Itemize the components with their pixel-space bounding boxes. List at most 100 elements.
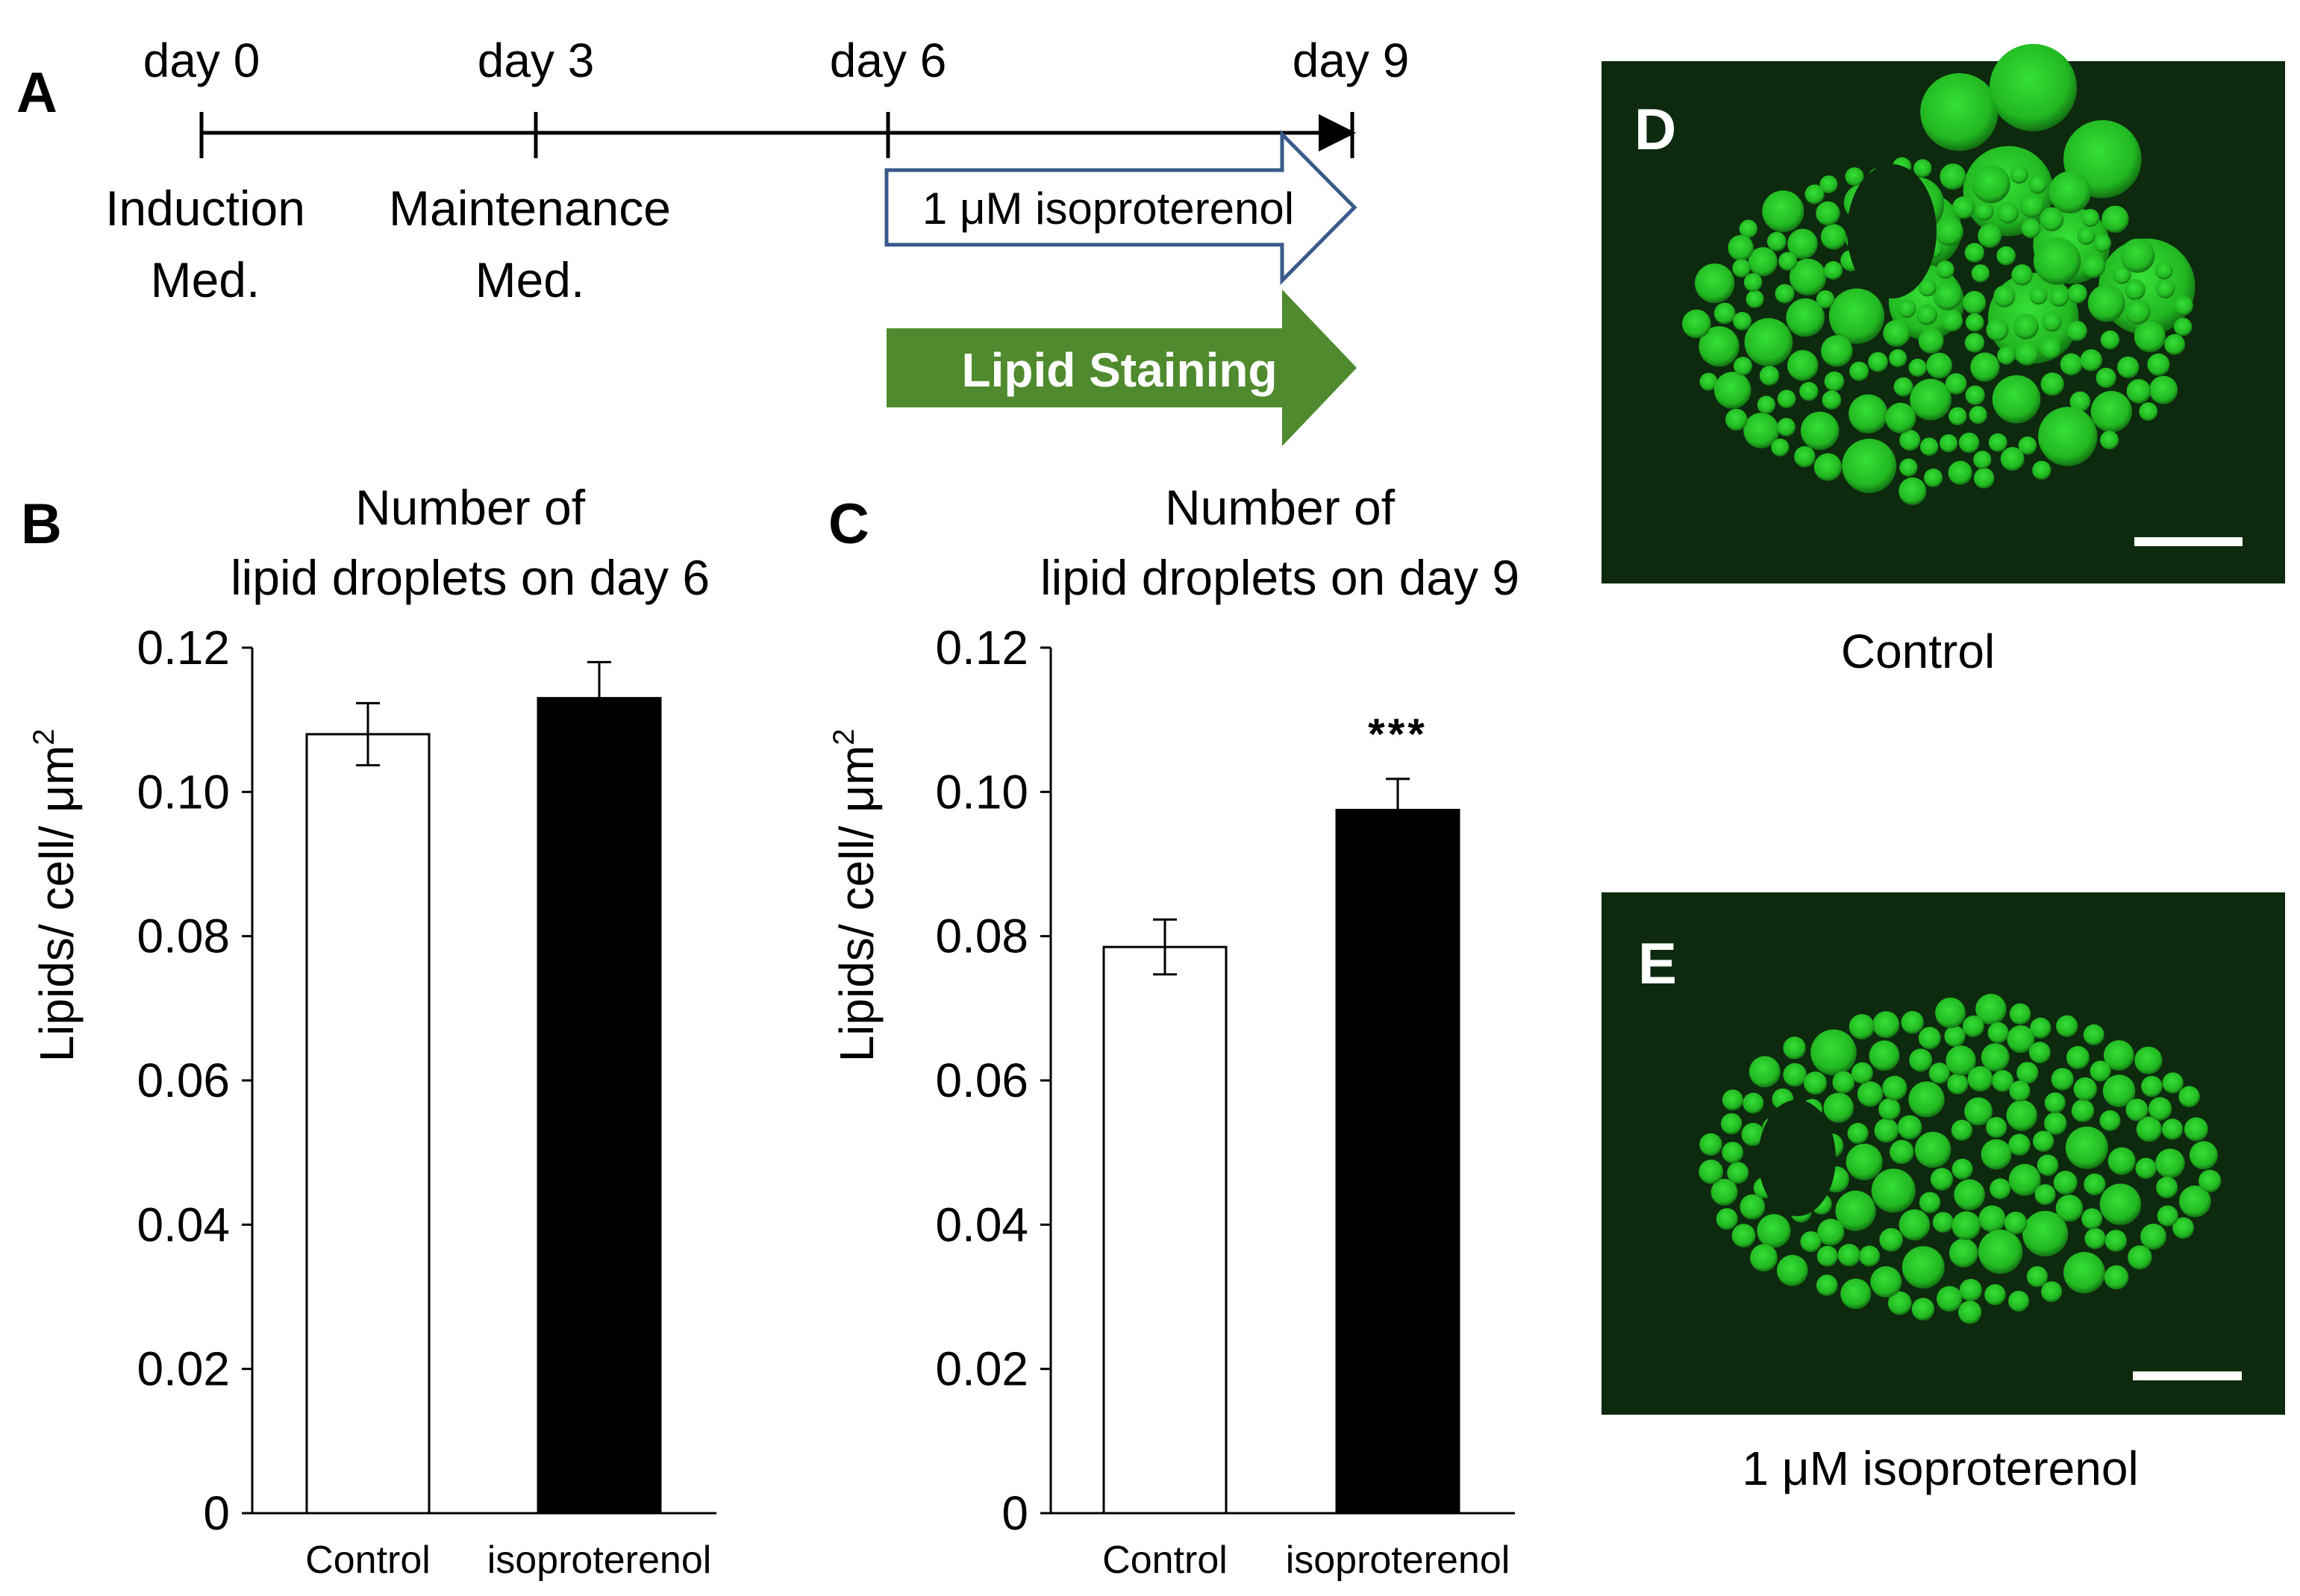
treated-droplet [2034,1184,2056,1205]
treated-droplet [1879,1227,1903,1252]
control-droplet [2113,266,2131,284]
treated-droplet [2084,1227,2106,1250]
chart-day9-y-tick-label: 0.12 [935,621,1028,675]
control-droplet [1777,389,1796,408]
treated-droplet [1869,1040,1900,1071]
treated-droplet [2081,1208,2103,1230]
control-droplet [1972,165,2010,204]
control-droplet [1958,432,1980,454]
control-droplet [1744,318,1793,367]
treated-droplet [1776,1254,1808,1286]
treated-droplet [1978,1205,2006,1233]
control-droplet [1824,371,1845,392]
treated-droplet [2044,1112,2067,1135]
control-droplet [2096,367,2116,388]
treated-droplet [1804,1071,1827,1095]
treated-droplet [2128,1245,2152,1270]
treated-droplet [1859,1245,1881,1267]
control-droplet [2154,261,2173,280]
chart-day6-category-label: isoproterenol [487,1539,712,1582]
treated-droplet [1951,1158,1973,1180]
treated-droplet [1981,1043,2010,1071]
control-droplet [1821,335,1853,367]
treated-droplet [2029,1042,2051,1064]
treated-droplet [1874,1118,1899,1143]
chart-day6-y-axis-label: Lipids/ cell/ μm2 [28,729,84,1063]
treated-droplet [2099,1110,2121,1131]
treated-droplet [2056,1015,2078,1037]
panel-letter-b: B [21,492,62,556]
treated-droplet [1810,1029,1857,1076]
treated-droplet [2055,1195,2084,1222]
treated-droplet [1990,1178,2011,1200]
treated-droplet [1846,1143,1883,1180]
staining-arrow-label: Lipid Staining [961,343,1277,397]
treated-droplet [2125,1098,2149,1121]
control-droplet [1842,439,1897,493]
treated-droplet [1837,1244,1860,1267]
control-droplet [2040,337,2061,360]
control-droplet [1778,251,1798,271]
control-droplet [2139,402,2158,421]
control-droplet [1941,310,1963,332]
chart-day6-category-label: Control [305,1539,431,1582]
control-droplet [1819,175,1838,194]
control-droplet [1713,302,1736,325]
control-droplet [1965,385,1985,405]
treated-droplet [2008,1163,2041,1196]
treated-droplet [1835,1190,1876,1231]
treated-droplet [1981,1139,2012,1170]
control-droplet [2117,356,2140,378]
treated-droplet [1699,1160,1723,1184]
treated-droplet [1899,1209,1931,1241]
treated-droplet [2107,1147,2136,1175]
treated-droplet [1740,1194,1766,1220]
control-droplet [1926,352,1953,379]
control-droplet [1973,468,1995,489]
treated-droplet [2008,1290,2030,1312]
treated-droplet [2051,1068,2074,1091]
treatment-arrow [884,129,1357,286]
control-droplet [1766,231,1787,251]
treated-droplet [1750,1244,1778,1272]
chart-day6-y-tick-label: 0.06 [137,1054,230,1107]
control-droplet [2038,407,2098,466]
control-droplet [2149,375,2178,404]
control-droplet [1992,375,2041,424]
control-droplet [1933,281,1963,310]
treated-droplet [2083,1024,2104,1045]
treated-droplet [1743,1092,1764,1114]
control-droplet [1794,445,1816,468]
control-droplet [1916,304,1937,325]
treated-droplet [2033,1130,2054,1152]
day-label-6: day 6 [830,34,947,87]
treated-droplet [1964,1097,1993,1126]
control-droplet [1777,418,1796,436]
treated-droplet [2099,1183,2142,1225]
control-droplet [2100,431,2119,450]
treated-droplet [2004,1211,2028,1235]
control-droplet [1918,278,1937,297]
treated-droplet [2104,1265,2129,1290]
control-droplet [1734,357,1752,376]
control-droplet [1804,184,1825,204]
control-droplet [2125,299,2151,325]
treated-droplet [1946,1045,1976,1076]
chart-day9-bar-control [1102,945,1228,1515]
chart-day9-y-tick-label: 0.08 [935,910,1028,963]
control-droplet [2032,460,2051,480]
treated-droplet [1901,1246,1945,1289]
control-droplet [1732,259,1751,278]
treated-droplet [2006,1100,2037,1131]
control-droplet [2011,264,2033,286]
treated-droplet [1954,1179,1985,1211]
control-droplet [1920,437,1939,456]
control-droplet [1816,201,1840,226]
treated-droplet [1932,1212,1954,1233]
control-droplet [2040,207,2064,231]
treated-droplet [1851,1062,1873,1084]
treated-droplet [1959,1279,1982,1302]
control-droplet [1924,468,1943,487]
treated-droplet [1914,1131,1951,1168]
control-droplet [1695,263,1735,304]
